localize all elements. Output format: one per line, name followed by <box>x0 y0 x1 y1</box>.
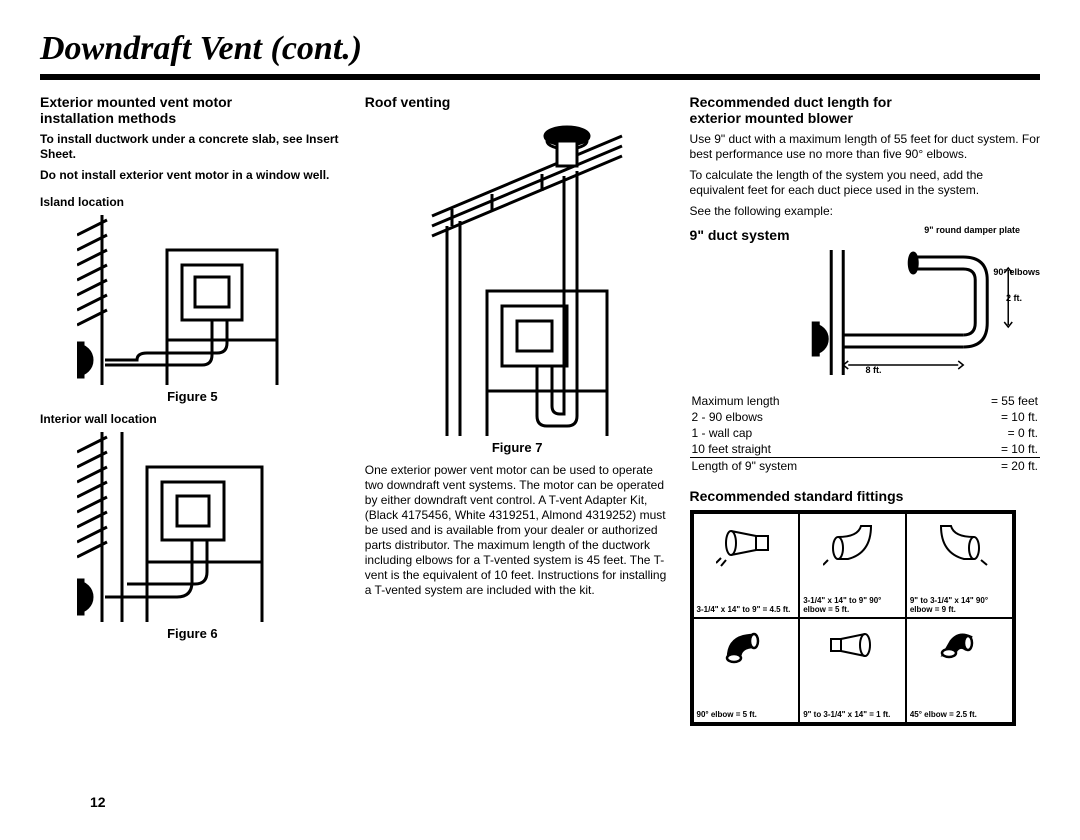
fitting-2: 3-1/4" x 14" to 9" 90° elbow = 5 ft. <box>799 513 906 618</box>
col2-paragraph: One exterior power vent motor can be use… <box>365 463 670 598</box>
fitting-2-label: 3-1/4" x 14" to 9" 90° elbow = 5 ft. <box>803 596 902 614</box>
fitting-1: 3-1/4" x 14" to 9" = 4.5 ft. <box>693 513 800 618</box>
calc-table: Maximum length = 55 feet 2 - 90 elbows = 1… <box>690 393 1040 474</box>
column-3: Recommended duct length for exterior mou… <box>690 94 1040 726</box>
duct-system-heading: 9" duct system <box>690 227 790 243</box>
label-8ft: 8 ft. <box>866 365 882 375</box>
figure-6-caption: Figure 6 <box>40 626 345 641</box>
fitting-4: 90° elbow = 5 ft. <box>693 618 800 723</box>
fitting-6: 45° elbow = 2.5 ft. <box>906 618 1013 723</box>
col1-heading-l1: Exterior mounted vent motor <box>40 94 232 110</box>
figure-7 <box>392 116 642 436</box>
title-rule <box>40 74 1040 80</box>
col1-heading-l2: installation methods <box>40 110 176 126</box>
label-damper: 9" round damper plate <box>924 225 1020 235</box>
figure-7-caption图 in: Figure 7 <box>365 440 670 455</box>
calc-vt: = 20 ft. <box>1001 459 1038 473</box>
calc-l1: 2 - 90 elbows <box>692 410 763 424</box>
fitting-3: 9" to 3-1/4" x 14" 90° elbow = 9 ft. <box>906 513 1013 618</box>
roof-heading: Roof venting <box>365 94 670 110</box>
rec-p3: See the following example: <box>690 204 1040 219</box>
label-2ft: 2 ft. <box>1006 293 1022 303</box>
calc-lt: Length of 9" system <box>692 459 798 473</box>
fitting-6-label: 45° elbow = 2.5 ft. <box>910 710 1009 719</box>
calc-v0: = 55 feet <box>991 394 1038 408</box>
calc-l0: Maximum length <box>692 394 780 408</box>
calc-v3: = 10 ft. <box>1001 442 1038 456</box>
duct-system-diagram: 9" round damper plate 90° elbows 2 ft. 8… <box>796 225 1040 385</box>
calc-v1: = 10 ft. <box>1001 410 1038 424</box>
rec-p2: To calculate the length of the system yo… <box>690 168 1040 198</box>
figure-6 <box>77 432 307 622</box>
calc-v2: = 0 ft. <box>1008 426 1038 440</box>
fittings-heading: Recommended standard fittings <box>690 488 1040 504</box>
fitting-5-label: 9" to 3-1/4" x 14" = 1 ft. <box>803 710 902 719</box>
calc-l2: 1 - wall cap <box>692 426 753 440</box>
calc-l3: 10 feet straight <box>692 442 771 456</box>
page-title: Downdraft Vent (cont.) <box>40 30 1040 68</box>
label-elbows: 90° elbows <box>993 267 1040 277</box>
column-2: Roof venting <box>365 94 670 726</box>
interior-heading: Interior wall location <box>40 412 345 426</box>
rec-h-l2: exterior mounted blower <box>690 110 853 126</box>
col1-heading: Exterior mounted vent motor installation… <box>40 94 345 126</box>
fitting-1-label: 3-1/4" x 14" to 9" = 4.5 ft. <box>697 605 796 614</box>
figure-5-caption: Figure 5 <box>40 389 345 404</box>
col1-note2: Do not install exterior vent motor in a … <box>40 168 345 183</box>
fitting-4-label: 90° elbow = 5 ft. <box>697 710 796 719</box>
fitting-3-label: 9" to 3-1/4" x 14" 90° elbow = 9 ft. <box>910 596 1009 614</box>
three-column-layout: Exterior mounted vent motor installation… <box>40 94 1040 726</box>
fittings-grid: 3-1/4" x 14" to 9" = 4.5 ft. 3-1/4" x 14… <box>690 510 1016 726</box>
rec-h-l1: Recommended duct length for <box>690 94 892 110</box>
page-number: 12 <box>90 794 106 810</box>
col1-note1: To install ductwork under a concrete sla… <box>40 132 345 162</box>
rec-heading: Recommended duct length for exterior mou… <box>690 94 1040 126</box>
fitting-5: 9" to 3-1/4" x 14" = 1 ft. <box>799 618 906 723</box>
column-1: Exterior mounted vent motor installation… <box>40 94 345 726</box>
rec-p1: Use 9" duct with a maximum length of 55 … <box>690 132 1040 162</box>
figure-5 <box>77 215 307 385</box>
island-heading: Island location <box>40 195 345 209</box>
